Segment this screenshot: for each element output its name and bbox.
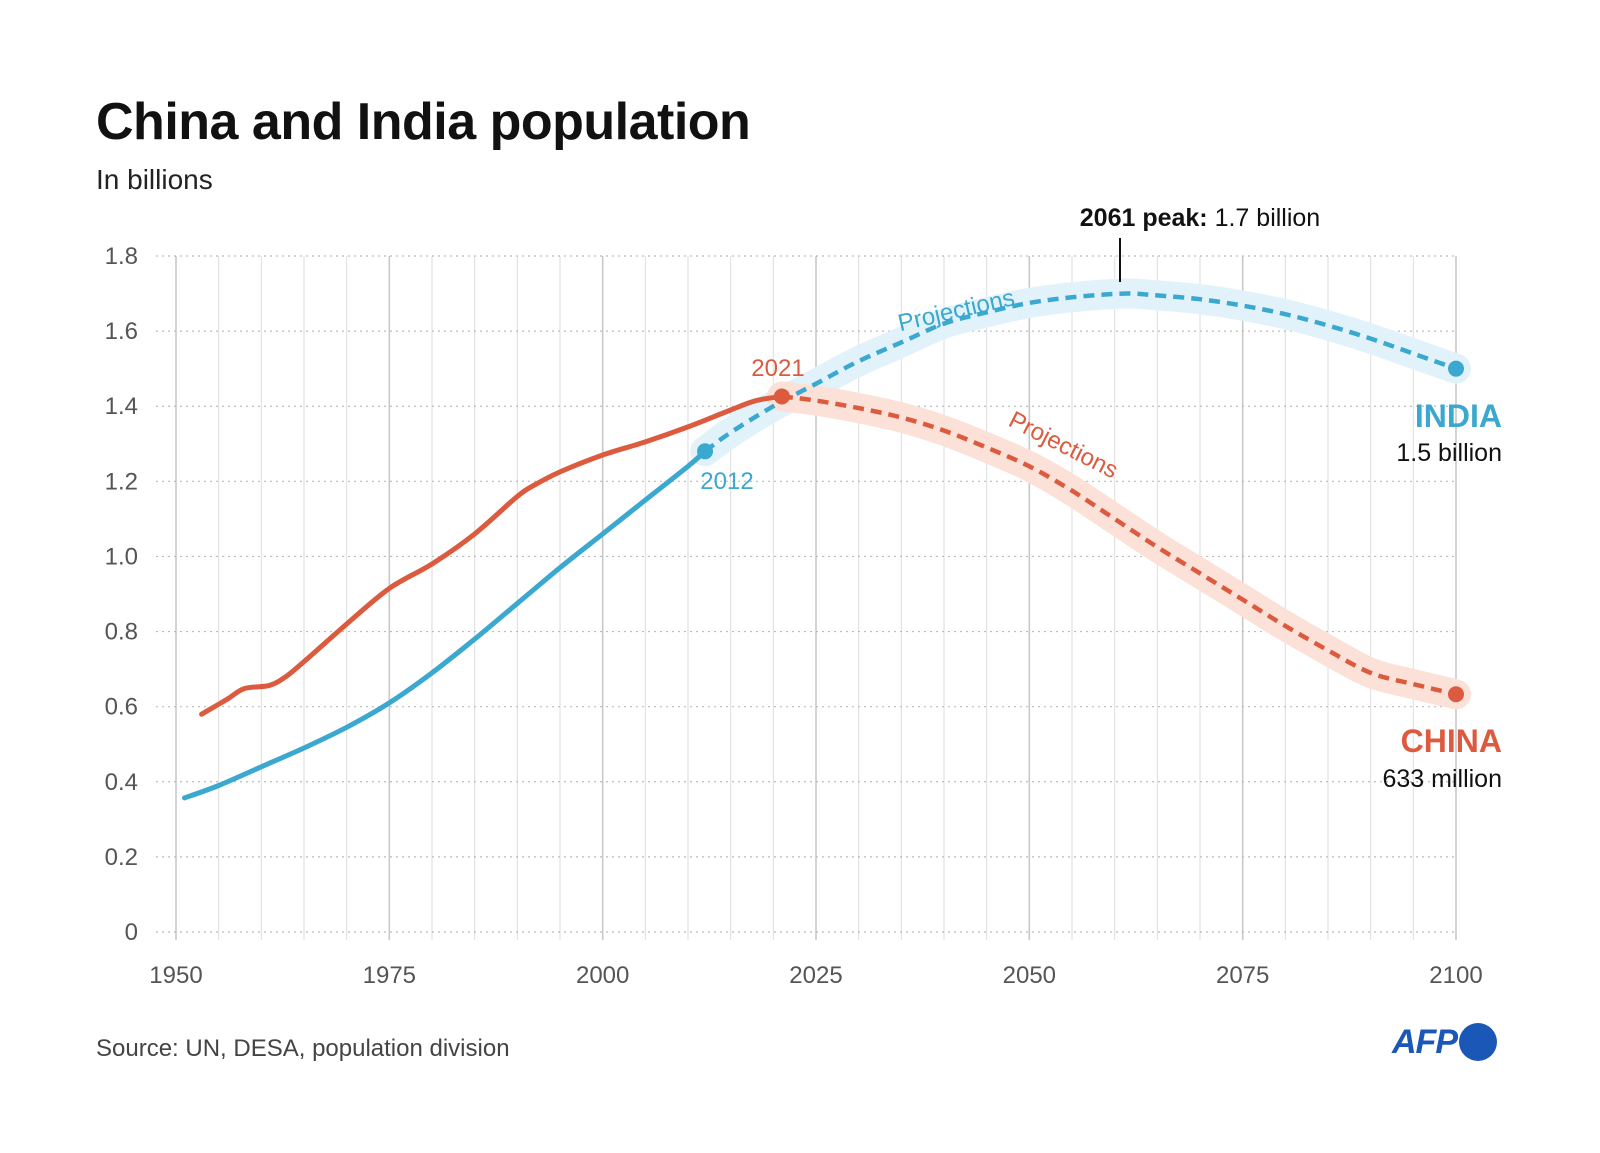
y-tick-label: 1.4: [105, 393, 138, 420]
peak-annotation-value: 1.7 billion: [1208, 204, 1321, 232]
peak-annotation-bold: 2061 peak:: [1080, 204, 1208, 232]
x-tick-label: 1975: [363, 962, 416, 989]
series-point-layer: [697, 360, 1464, 703]
chart-title: China and India population: [96, 93, 751, 151]
y-tick-label: 0: [125, 919, 138, 946]
grid-layer: [156, 255, 1457, 940]
y-tick-label: 1.6: [105, 318, 138, 345]
chart-subtitle: In billions: [96, 164, 213, 195]
china-split-year-label: 2021: [751, 355, 804, 382]
afp-logo-dot: [1459, 1023, 1497, 1061]
india-series-label: INDIA: [1415, 398, 1502, 434]
india-end-value: 1.5 billion: [1396, 439, 1502, 467]
x-tick-label: 2000: [576, 962, 629, 989]
china-split-point: [773, 388, 790, 405]
x-tick-label: 2050: [1003, 962, 1056, 989]
y-tick-label: 1.0: [105, 543, 138, 570]
y-tick-label: 0.8: [105, 619, 138, 646]
tick-layer: 0 0.2 0.4 0.6 0.8 1.0 1.2 1.4 1.6 1.8 1950 1975 2000…: [105, 243, 1483, 989]
x-tick-label: 2025: [789, 962, 842, 989]
source-note: Source: UN, DESA, population division: [96, 1035, 510, 1062]
china-projection-band: [766, 381, 1471, 710]
india-historical-line: [182, 448, 708, 801]
china-end-point: [1448, 686, 1464, 703]
india-split-point: [697, 443, 714, 460]
y-tick-label: 0.2: [105, 844, 138, 871]
china-projection-line: [781, 394, 1457, 697]
india-end-point: [1448, 360, 1464, 377]
india-projection-band: [690, 278, 1471, 467]
x-tick-label: 1950: [149, 962, 202, 989]
y-tick-label: 0.4: [105, 769, 138, 796]
afp-logo-text: AFP: [1392, 1022, 1458, 1061]
series-line-layer: [182, 291, 1457, 801]
y-tick-label: 1.2: [105, 468, 138, 495]
x-tick-label: 2075: [1216, 962, 1269, 989]
y-tick-label: 0.6: [105, 694, 138, 721]
india-projection-line: [703, 291, 1457, 454]
y-tick-label: 1.8: [105, 243, 138, 270]
china-end-value: 633 million: [1382, 765, 1502, 793]
peak-annotation: 2061 peak: 1.7 billion: [1080, 204, 1320, 232]
afp-logo: AFP: [1392, 1020, 1497, 1064]
x-tick-label: 2100: [1429, 962, 1482, 989]
india-split-year-label: 2012: [700, 468, 753, 495]
population-chart: 0 0.2 0.4 0.6 0.8 1.0 1.2 1.4 1.6 1.8 1950 1975 2000…: [105, 204, 1502, 989]
china-historical-line: [199, 394, 785, 717]
china-series-label: CHINA: [1401, 723, 1502, 759]
